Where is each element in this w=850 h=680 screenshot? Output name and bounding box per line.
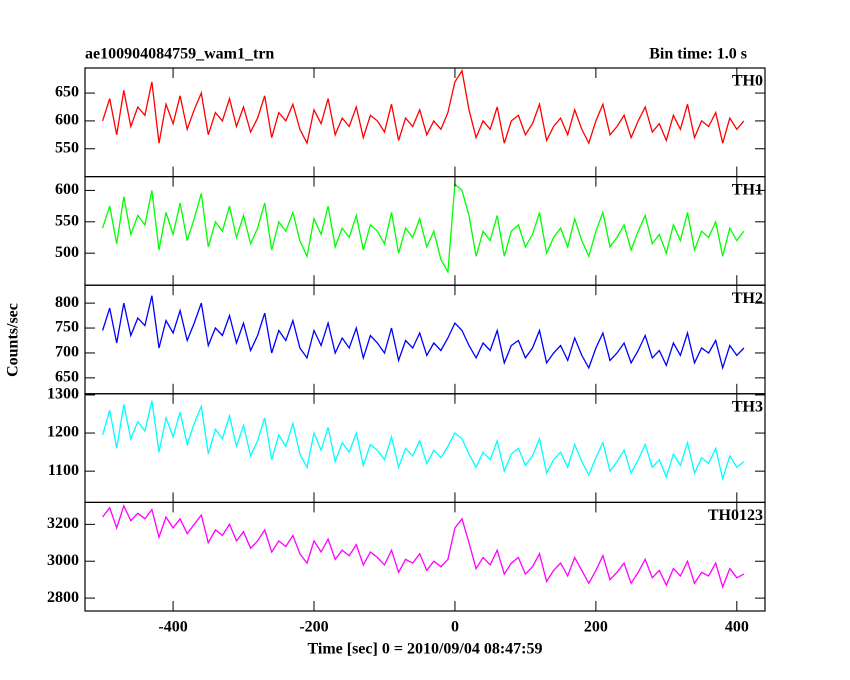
panel-label: TH2: [732, 290, 763, 307]
x-tick-label: -200: [299, 619, 328, 636]
y-axis-label: Counts/sec: [5, 303, 22, 377]
y-tick-label: 3200: [47, 515, 79, 532]
data-line: [101, 69, 745, 146]
x-tick-label: 400: [725, 619, 749, 636]
panel-label: TH3: [732, 398, 763, 415]
data-line: [101, 400, 745, 482]
panel-frame: [84, 393, 766, 503]
y-tick-label: 650: [55, 369, 79, 386]
x-tick-label: -400: [158, 619, 187, 636]
y-tick-label: 700: [55, 344, 79, 361]
x-tick-label: 0: [451, 619, 459, 636]
y-tick-label: 3000: [47, 552, 79, 569]
panel-label: TH0123: [708, 507, 763, 524]
y-tick-label: 550: [55, 212, 79, 229]
y-tick-label: 500: [55, 244, 79, 261]
y-tick-label: 600: [55, 112, 79, 129]
data-line: [101, 295, 745, 371]
panel-frame: [84, 501, 766, 612]
y-tick-label: 1100: [48, 462, 79, 479]
y-tick-label: 600: [55, 181, 79, 198]
y-tick-label: 650: [55, 84, 79, 101]
x-axis-label: Time [sec] 0 = 2010/09/04 08:47:59: [307, 641, 542, 658]
y-tick-label: 1300: [47, 386, 79, 403]
panel-frame: [84, 176, 766, 286]
y-tick-label: 550: [55, 139, 79, 156]
panel-label: TH1: [732, 181, 763, 198]
data-line: [102, 504, 745, 590]
y-tick-label: 2800: [47, 589, 79, 606]
y-tick-label: 1200: [47, 424, 79, 441]
y-tick-label: 800: [55, 294, 79, 311]
panel-label: TH0: [732, 73, 763, 90]
data-line: [101, 182, 745, 275]
chart-subtitle: Bin time: 1.0 s: [649, 46, 747, 63]
chart-title: ae100904084759_wam1_trn: [85, 46, 274, 63]
panel-frame: [84, 67, 766, 178]
y-tick-label: 750: [55, 319, 79, 336]
x-tick-label: 200: [584, 619, 608, 636]
